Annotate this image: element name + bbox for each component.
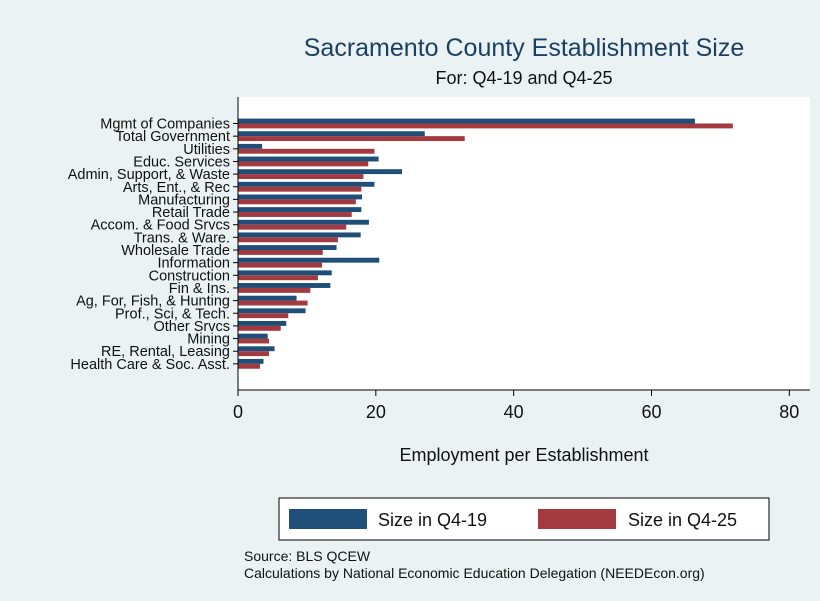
category-label-accom-food-srvcs: Accom. & Food Srvcs	[91, 218, 230, 234]
category-label-utilities: Utilities	[183, 142, 230, 158]
bar-fin-ins-q4-19	[238, 283, 331, 288]
bar-wholesale-trade-q4-19	[238, 245, 337, 250]
bar-admin-support-waste-q4-25	[238, 174, 364, 179]
bar-utilities-q4-25	[238, 148, 375, 154]
bar-re-rental-leasing-q4-19	[238, 346, 275, 352]
x-tick-label-0: 0	[233, 402, 243, 422]
bar-manufacturing-q4-25	[238, 199, 356, 205]
calculations-line: Calculations by National Economic Educat…	[244, 565, 705, 581]
bar-ag-for-fish-hunting-q4-19	[238, 295, 297, 301]
chart-subtitle: For: Q4-19 and Q4-25	[435, 68, 612, 88]
category-label-wholesale-trade: Wholesale Trade	[121, 243, 230, 259]
bar-retail-trade-q4-25	[238, 212, 352, 217]
legend-swatch-q4-19	[289, 509, 367, 529]
category-label-manufacturing: Manufacturing	[138, 192, 230, 208]
category-label-information: Information	[157, 256, 230, 272]
bar-health-care-soc-asst-q4-19	[238, 358, 264, 364]
bar-accom-food-srvcs-q4-25	[238, 224, 347, 230]
category-label-ag-for-fish-hunting: Ag, For, Fish, & Hunting	[76, 294, 230, 310]
bar-total-government-q4-25	[238, 136, 465, 142]
legend-label-q4-19: Size in Q4-19	[378, 510, 487, 530]
category-label-mgmt-of-companies: Mgmt of Companies	[100, 117, 230, 133]
bar-arts-ent-rec-q4-19	[238, 181, 375, 187]
bar-health-care-soc-asst-q4-25	[238, 363, 261, 369]
x-tick-label-80: 80	[779, 402, 799, 422]
bar-other-srvcs-q4-19	[238, 321, 287, 326]
bar-fin-ins-q4-25	[238, 287, 311, 293]
category-label-mining: Mining	[187, 332, 230, 348]
category-label-total-government: Total Government	[116, 129, 230, 145]
chart-title: Sacramento County Establishment Size	[304, 34, 745, 62]
bar-construction-q4-19	[238, 270, 332, 276]
bar-prof-sci-tech-q4-19	[238, 308, 306, 314]
bar-information-q4-25	[238, 262, 323, 268]
legend-swatch-q4-25	[538, 509, 616, 529]
x-tick-label-40: 40	[504, 402, 524, 422]
bar-re-rental-leasing-q4-25	[238, 351, 270, 357]
x-tick-label-20: 20	[366, 402, 386, 422]
x-ticks: 0 20 40 60 80	[233, 390, 799, 422]
bar-mgmt-of-companies-q4-19	[238, 118, 695, 124]
plot-area	[238, 97, 810, 390]
bar-arts-ent-rec-q4-25	[238, 186, 362, 192]
legend: Size in Q4-19 Size in Q4-25	[278, 497, 770, 541]
bar-ag-for-fish-hunting-q4-25	[238, 300, 308, 306]
category-label-trans-ware: Trans. & Ware.	[134, 230, 230, 246]
category-label-admin-support-waste: Admin, Support, & Waste	[68, 167, 230, 183]
bar-mining-q4-19	[238, 333, 268, 339]
bar-information-q4-19	[238, 257, 380, 263]
bar-prof-sci-tech-q4-25	[238, 313, 289, 319]
bar-trans-ware-q4-19	[238, 232, 361, 238]
category-label-re-rental-leasing: RE, Rental, Leasing	[101, 344, 230, 360]
bar-educ-services-q4-19	[238, 156, 379, 162]
category-label-construction: Construction	[149, 268, 230, 284]
bar-educ-services-q4-25	[238, 161, 369, 167]
category-label-fin-ins: Fin & Ins.	[169, 281, 230, 297]
bar-accom-food-srvcs-q4-19	[238, 219, 369, 225]
legend-label-q4-25: Size in Q4-25	[628, 510, 737, 530]
bars-group	[238, 118, 733, 369]
x-axis-label: Employment per Establishment	[399, 445, 648, 465]
category-label-educ-services: Educ. Services	[133, 154, 230, 170]
x-tick-label-60: 60	[641, 402, 661, 422]
bar-admin-support-waste-q4-19	[238, 169, 403, 175]
bar-utilities-q4-19	[238, 143, 263, 149]
bar-wholesale-trade-q4-25	[238, 250, 323, 255]
bar-total-government-q4-19	[238, 131, 425, 137]
category-label-arts-ent-rec: Arts, Ent., & Rec	[123, 180, 230, 196]
bar-other-srvcs-q4-25	[238, 325, 281, 331]
category-label-health-care-soc-asst: Health Care & Soc. Asst.	[70, 357, 230, 373]
category-label-retail-trade: Retail Trade	[152, 205, 230, 221]
source-line: Source: BLS QCEW	[244, 548, 371, 564]
category-label-prof-sci-tech: Prof., Sci, & Tech.	[115, 306, 230, 322]
bar-trans-ware-q4-25	[238, 237, 338, 243]
bar-mining-q4-25	[238, 338, 270, 344]
bar-manufacturing-q4-19	[238, 194, 363, 200]
bar-mgmt-of-companies-q4-25	[238, 123, 733, 129]
bar-retail-trade-q4-19	[238, 207, 362, 213]
bar-construction-q4-25	[238, 275, 318, 281]
category-label-other-srvcs: Other Srvcs	[153, 319, 230, 335]
